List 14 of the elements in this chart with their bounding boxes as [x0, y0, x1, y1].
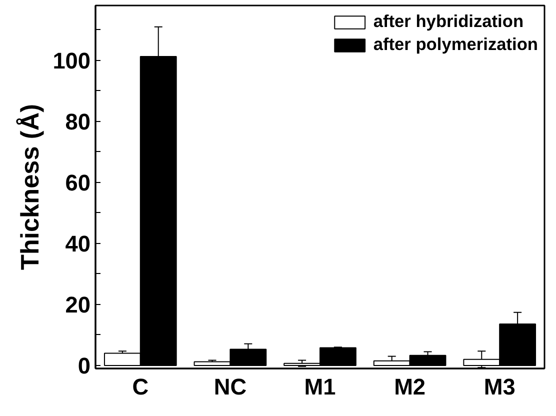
x-tick-label: M1: [304, 374, 336, 400]
y-tick-label: 60: [65, 169, 90, 196]
x-tick-label: NC: [214, 374, 247, 400]
y-axis-title: Thickness (Å): [16, 104, 45, 270]
legend-label: after hybridization: [373, 11, 524, 32]
x-tick-label: C: [132, 374, 149, 400]
y-tick-label: 100: [52, 47, 91, 74]
y-tick-label: 20: [65, 291, 90, 318]
legend-label: after polymerization: [373, 34, 538, 55]
y-tick-label: 0: [78, 352, 91, 378]
x-tick-label: M3: [484, 374, 516, 400]
y-tick-label: 80: [65, 108, 90, 134]
x-tick-label: M2: [394, 374, 426, 400]
y-tick-label: 40: [65, 230, 90, 256]
